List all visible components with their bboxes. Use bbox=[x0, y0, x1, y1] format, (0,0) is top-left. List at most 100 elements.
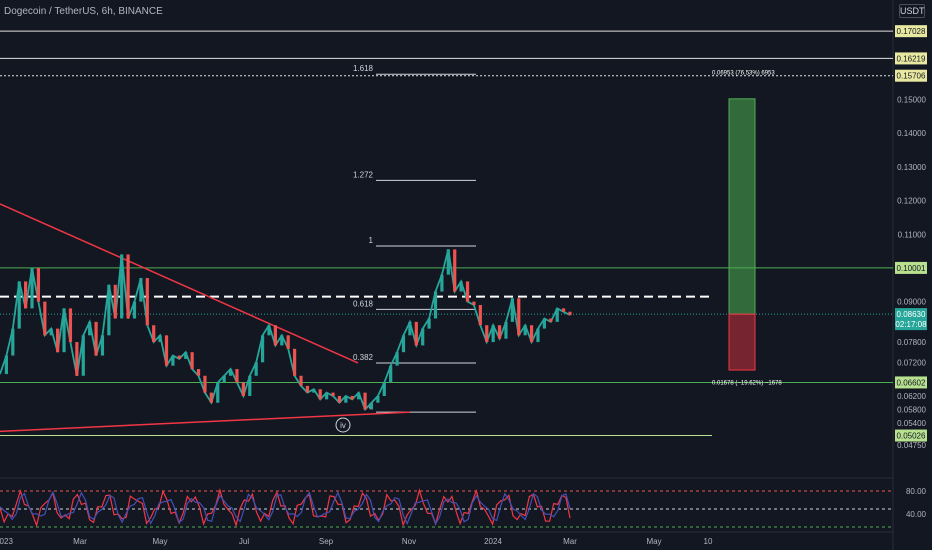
candle-body bbox=[299, 375, 303, 386]
candle-body bbox=[145, 278, 149, 326]
candle-body bbox=[171, 355, 175, 366]
candle-body bbox=[132, 301, 137, 319]
chart-title: Dogecoin / TetherUS, 6h, BINANCE bbox=[4, 6, 163, 17]
candle-body bbox=[216, 382, 220, 403]
candle-body bbox=[100, 335, 105, 356]
candle-body bbox=[453, 249, 457, 292]
candle-body bbox=[491, 325, 495, 343]
wave-label-circle bbox=[335, 417, 351, 433]
fib-level-label: 1 bbox=[369, 236, 374, 245]
price-axis-bg bbox=[893, 0, 932, 550]
candle-body bbox=[312, 389, 316, 393]
candle-body bbox=[344, 395, 348, 403]
x-tick-label: Jul bbox=[239, 537, 249, 546]
candle-body bbox=[248, 375, 252, 396]
candle-body bbox=[465, 281, 470, 302]
y-tick-label: 0.07200 bbox=[897, 358, 926, 367]
last-price-bg bbox=[895, 308, 927, 331]
x-tick-label: 2024 bbox=[484, 537, 502, 546]
candle-body bbox=[472, 301, 476, 306]
candle-body bbox=[158, 335, 162, 343]
osc-signal-line bbox=[0, 490, 571, 526]
candle-body bbox=[350, 395, 354, 400]
price-axis-label: 0.05026 bbox=[897, 432, 926, 441]
y-tick-label: 0.15000 bbox=[897, 95, 926, 104]
fib-level-label: 1.272 bbox=[353, 170, 374, 179]
candle-body bbox=[529, 325, 534, 343]
x-tick-label: Mar bbox=[563, 537, 577, 546]
osc-tick-label: 80.00 bbox=[906, 487, 927, 496]
candle-body bbox=[363, 392, 367, 410]
candle-body bbox=[260, 335, 265, 363]
candle-body bbox=[228, 369, 233, 376]
candle-body bbox=[190, 352, 194, 370]
candle-body bbox=[30, 267, 34, 309]
x-tick-label: 2023 bbox=[0, 537, 13, 546]
candle-body bbox=[427, 318, 431, 329]
candle-body bbox=[542, 318, 546, 329]
candle-body bbox=[357, 392, 361, 400]
candle-body bbox=[75, 342, 79, 376]
candle-body bbox=[152, 325, 156, 343]
y-tick-label: 0.07800 bbox=[897, 338, 926, 347]
candle-body bbox=[337, 395, 342, 403]
candle-body bbox=[325, 392, 329, 400]
y-tick-label: 0.14000 bbox=[897, 129, 926, 138]
candle-body bbox=[382, 382, 386, 396]
price-axis-label-bg bbox=[895, 376, 927, 389]
candle-body bbox=[184, 352, 188, 359]
candle-body bbox=[286, 335, 290, 349]
candle-body bbox=[177, 355, 181, 359]
price-axis-label-bg bbox=[895, 52, 927, 65]
price-axis-label-bg bbox=[895, 69, 927, 82]
candle-body bbox=[561, 308, 566, 312]
candle-body bbox=[549, 318, 553, 322]
candle-body bbox=[504, 321, 508, 339]
y-tick-label: 0.04750 bbox=[897, 441, 926, 450]
currency-button[interactable]: USDT bbox=[899, 4, 925, 18]
price-axis-label-bg bbox=[895, 25, 927, 38]
price-axis-label: 0.16219 bbox=[897, 54, 926, 63]
candle-body bbox=[11, 328, 15, 356]
candle-body bbox=[81, 335, 85, 376]
fib-level-label: 0.618 bbox=[353, 299, 374, 308]
ascending-trendline bbox=[0, 411, 411, 433]
candle-body bbox=[568, 311, 572, 316]
candle-body bbox=[241, 382, 245, 396]
candle-body bbox=[459, 281, 463, 292]
candle-body bbox=[273, 325, 277, 346]
x-tick-label: May bbox=[152, 537, 167, 546]
candle-body bbox=[305, 385, 310, 393]
candle-body bbox=[24, 281, 28, 309]
candle-body bbox=[222, 375, 226, 383]
target-label: 0.06953 (76.53%) 6953 bbox=[712, 71, 775, 77]
candle-body bbox=[107, 284, 111, 336]
candle-body bbox=[369, 402, 374, 410]
fib-level-label: 1.618 bbox=[353, 64, 374, 73]
candle-body bbox=[440, 274, 444, 292]
candle-body bbox=[4, 355, 9, 375]
y-tick-label: 0.06200 bbox=[897, 392, 926, 401]
candle-body bbox=[196, 369, 201, 376]
candle-body bbox=[414, 321, 418, 346]
y-tick-label: 0.05400 bbox=[897, 419, 926, 428]
candle-body bbox=[235, 369, 239, 383]
candle-body bbox=[401, 335, 406, 353]
x-tick-label: Sep bbox=[319, 537, 334, 546]
candle-body bbox=[497, 325, 502, 339]
price-axis-label: 0.06602 bbox=[897, 378, 926, 387]
x-tick-label: Mar bbox=[73, 537, 87, 546]
candle-body bbox=[433, 291, 438, 319]
candle-body bbox=[62, 308, 66, 353]
candle-body bbox=[267, 325, 271, 336]
stop-label: 0.01678 (−19.62%) −1678 bbox=[712, 380, 782, 386]
wave-label: iv bbox=[340, 421, 346, 430]
candle-body bbox=[536, 328, 540, 343]
candle-body bbox=[293, 348, 297, 376]
candle-body bbox=[517, 298, 521, 336]
candle-body bbox=[376, 395, 380, 403]
candle-body bbox=[523, 325, 527, 336]
x-tick-label: Nov bbox=[402, 537, 416, 546]
candle-body bbox=[139, 278, 143, 302]
